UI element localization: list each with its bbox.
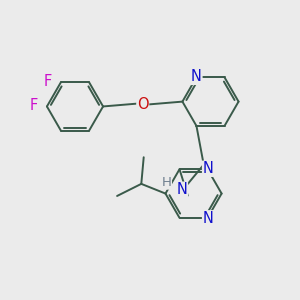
Text: F: F (43, 74, 52, 89)
Text: O: O (137, 97, 148, 112)
Text: N: N (191, 69, 202, 84)
Text: N: N (202, 161, 214, 176)
Text: H: H (161, 176, 171, 189)
Text: N: N (176, 182, 188, 197)
Text: F: F (29, 98, 38, 113)
Text: N: N (202, 211, 214, 226)
